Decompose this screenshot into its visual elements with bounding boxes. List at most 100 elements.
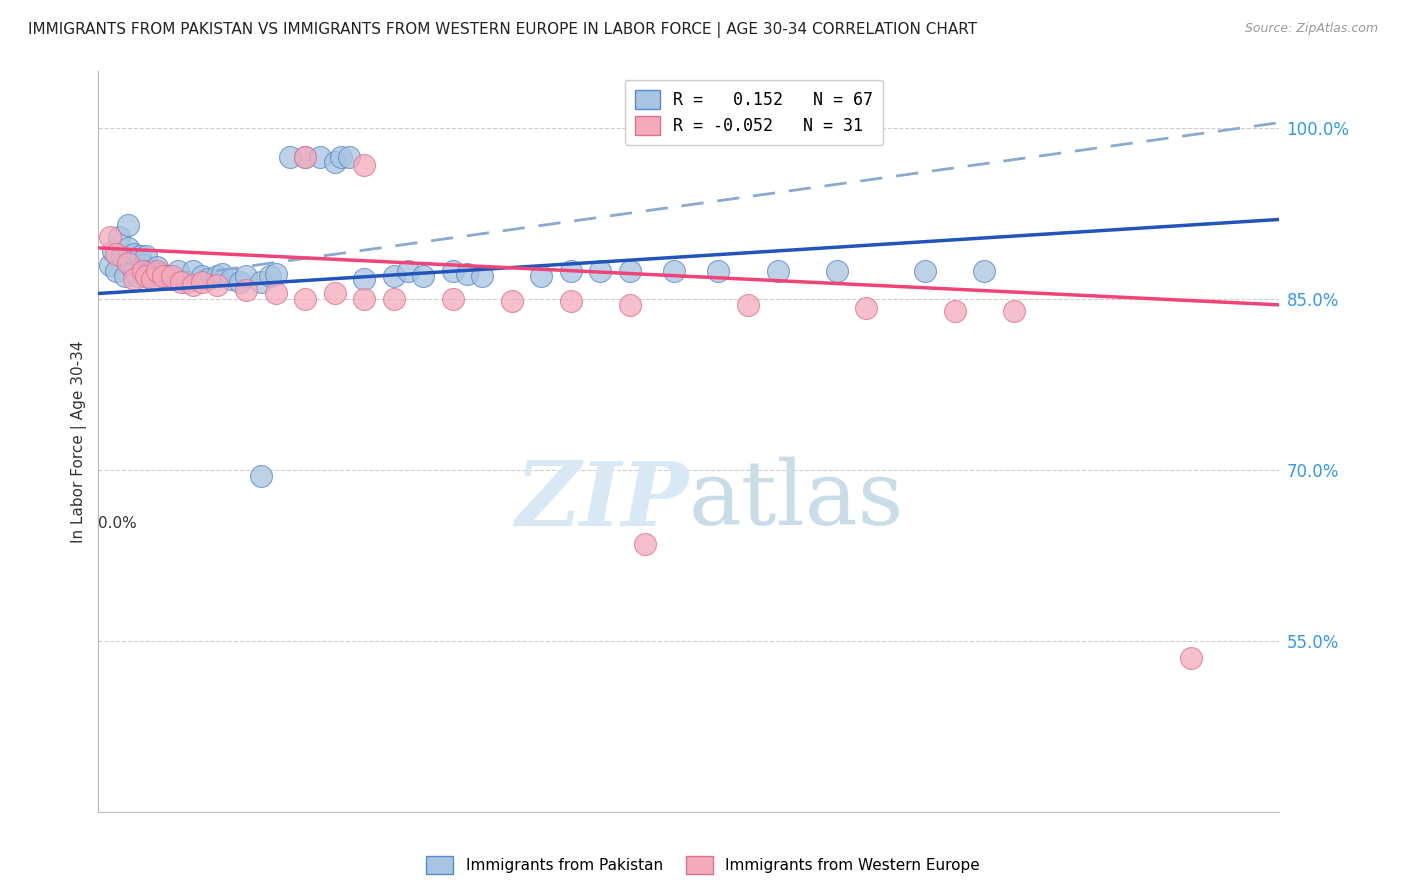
Point	[138, 269, 160, 284]
Point	[132, 263, 155, 277]
Point	[221, 271, 243, 285]
Point	[530, 269, 553, 284]
Point	[205, 278, 228, 293]
Point	[382, 292, 405, 306]
Point	[471, 269, 494, 284]
Point	[398, 263, 420, 277]
Point	[264, 286, 287, 301]
Point	[128, 249, 150, 263]
Point	[619, 263, 641, 277]
Point	[294, 292, 316, 306]
Point	[589, 263, 612, 277]
Point	[167, 263, 190, 277]
Point	[162, 269, 183, 284]
Point	[323, 155, 346, 169]
Point	[146, 263, 169, 277]
Point	[181, 263, 204, 277]
Point	[1180, 651, 1202, 665]
Point	[105, 246, 128, 260]
Point	[162, 271, 183, 285]
Point	[197, 271, 219, 285]
Point	[323, 286, 346, 301]
Point	[294, 150, 316, 164]
Point	[294, 150, 316, 164]
Point	[353, 158, 375, 172]
Y-axis label: In Labor Force | Age 30-34: In Labor Force | Age 30-34	[72, 340, 87, 543]
Text: 0.0%: 0.0%	[98, 516, 138, 531]
Legend: Immigrants from Pakistan, Immigrants from Western Europe: Immigrants from Pakistan, Immigrants fro…	[420, 850, 986, 880]
Point	[122, 271, 145, 285]
Text: atlas: atlas	[689, 457, 904, 544]
Point	[135, 269, 157, 284]
Point	[125, 269, 148, 284]
Point	[105, 263, 128, 277]
Point	[152, 269, 174, 284]
Point	[98, 258, 121, 272]
Point	[250, 468, 273, 483]
Point	[141, 271, 163, 285]
Point	[108, 229, 131, 244]
Point	[149, 267, 172, 281]
Point	[103, 244, 125, 259]
Point	[560, 263, 582, 277]
Point	[441, 263, 464, 277]
Point	[280, 150, 302, 164]
Point	[170, 275, 193, 289]
Point	[382, 269, 405, 284]
Point	[146, 260, 169, 275]
Point	[111, 249, 134, 263]
Point	[143, 271, 166, 285]
Point	[250, 275, 273, 289]
Point	[135, 269, 157, 284]
Point	[619, 298, 641, 312]
Point	[973, 263, 995, 277]
Point	[191, 269, 214, 284]
Point	[1002, 303, 1025, 318]
Point	[117, 256, 139, 270]
Point	[235, 269, 257, 284]
Point	[412, 269, 434, 284]
Point	[114, 269, 136, 284]
Point	[501, 294, 523, 309]
Point	[353, 292, 375, 306]
Point	[211, 267, 233, 281]
Point	[766, 263, 789, 277]
Text: ZIP: ZIP	[516, 458, 689, 544]
Point	[146, 266, 169, 280]
Point	[914, 263, 936, 277]
Point	[353, 271, 375, 285]
Point	[117, 241, 139, 255]
Point	[176, 275, 198, 289]
Point	[141, 263, 163, 277]
Point	[138, 263, 160, 277]
Point	[737, 298, 759, 312]
Point	[235, 283, 257, 297]
Point	[205, 269, 228, 284]
Point	[664, 263, 686, 277]
Point	[191, 275, 214, 289]
Legend: R =   0.152   N = 67, R = -0.052   N = 31: R = 0.152 N = 67, R = -0.052 N = 31	[624, 79, 883, 145]
Point	[560, 294, 582, 309]
Point	[132, 258, 155, 272]
Point	[132, 263, 155, 277]
Point	[135, 249, 157, 263]
Point	[157, 269, 180, 284]
Point	[181, 278, 204, 293]
Point	[229, 275, 252, 289]
Point	[120, 258, 142, 272]
Point	[259, 269, 281, 284]
Text: IMMIGRANTS FROM PAKISTAN VS IMMIGRANTS FROM WESTERN EUROPE IN LABOR FORCE | AGE : IMMIGRANTS FROM PAKISTAN VS IMMIGRANTS F…	[28, 22, 977, 38]
Point	[855, 301, 877, 316]
Point	[98, 229, 121, 244]
Point	[634, 537, 657, 551]
Point	[457, 267, 479, 281]
Point	[122, 246, 145, 260]
Point	[329, 150, 352, 164]
Point	[441, 292, 464, 306]
Point	[943, 303, 966, 318]
Point	[707, 263, 730, 277]
Point	[122, 263, 145, 277]
Point	[152, 269, 174, 284]
Point	[825, 263, 848, 277]
Point	[309, 150, 332, 164]
